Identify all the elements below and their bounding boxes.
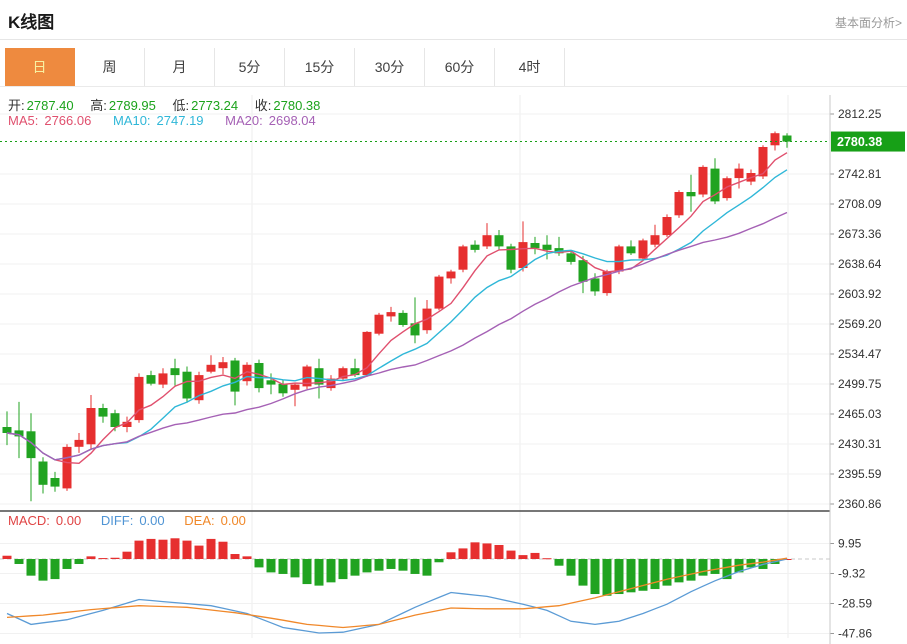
macd-histogram bbox=[2, 538, 792, 596]
ma20-line bbox=[6, 211, 788, 461]
diff-value: 0.00 bbox=[139, 513, 165, 528]
svg-text:-28.59: -28.59 bbox=[838, 597, 872, 611]
high-value: 2789.95 bbox=[108, 98, 156, 113]
tab-period-1[interactable]: 日 bbox=[5, 48, 75, 86]
svg-text:2430.31: 2430.31 bbox=[838, 437, 882, 451]
candlesticks bbox=[2, 131, 792, 502]
macd-lines bbox=[6, 557, 788, 634]
diff-line bbox=[6, 558, 788, 634]
current-price-marker: 2780.38 bbox=[0, 95, 905, 644]
svg-text:2638.64: 2638.64 bbox=[838, 257, 882, 271]
ma10-label: MA10: bbox=[112, 113, 151, 128]
svg-text:2499.75: 2499.75 bbox=[838, 377, 882, 391]
kline-chart-canvas[interactable]: 2812.25 2742.81 2708.09 2673.36 2638.64 2603.… bbox=[0, 90, 907, 644]
svg-text:2673.36: 2673.36 bbox=[838, 227, 882, 241]
fundamental-analysis-link[interactable]: 基本面分析> bbox=[834, 16, 902, 30]
svg-text:2395.59: 2395.59 bbox=[838, 467, 882, 481]
svg-text:2780.38: 2780.38 bbox=[837, 135, 882, 149]
ma10-line bbox=[6, 169, 788, 461]
header: K线图 基本面分析> bbox=[0, 0, 907, 40]
ma5-label: MA5: bbox=[8, 113, 39, 128]
svg-text:2360.86: 2360.86 bbox=[838, 497, 882, 511]
svg-text:-47.86: -47.86 bbox=[838, 627, 872, 641]
tab-bar: 日周月 5分 15分 30分 60分 4时 bbox=[0, 48, 907, 87]
ma20-value: 2698.04 bbox=[268, 113, 316, 128]
svg-text:2603.92: 2603.92 bbox=[838, 287, 882, 301]
close-value: 2780.38 bbox=[273, 98, 321, 113]
ma10-value: 2747.19 bbox=[156, 113, 204, 128]
tab-period-4[interactable]: 5分 bbox=[215, 48, 285, 86]
ma20-label: MA20: bbox=[225, 113, 263, 128]
svg-text:9.95: 9.95 bbox=[838, 537, 862, 551]
svg-text:2742.81: 2742.81 bbox=[838, 167, 882, 181]
ohlc-readout: 开: 2787.40 高: 2789.95 低: 2773.24 收: 2780.38 bbox=[8, 95, 333, 114]
tab-period-6[interactable]: 30分 bbox=[355, 48, 425, 86]
diff-label: DIFF: bbox=[100, 513, 134, 528]
macd-label: MACD: bbox=[8, 513, 50, 528]
svg-text:2569.20: 2569.20 bbox=[838, 317, 882, 331]
macd-axis: 9.95 -9.32 -28.59 -47.86 bbox=[830, 537, 872, 641]
price-tag bbox=[831, 131, 905, 152]
svg-text:2465.03: 2465.03 bbox=[838, 407, 882, 421]
tab-period-3[interactable]: 月 bbox=[145, 48, 215, 86]
open-label: 开: bbox=[8, 98, 25, 113]
svg-text:-9.32: -9.32 bbox=[838, 567, 866, 581]
dea-line bbox=[6, 557, 788, 629]
svg-text:2534.47: 2534.47 bbox=[838, 347, 882, 361]
dea-value: 0.00 bbox=[220, 513, 246, 528]
svg-text:2812.25: 2812.25 bbox=[838, 107, 882, 121]
macd-value: 0.00 bbox=[55, 513, 82, 528]
open-value: 2787.40 bbox=[26, 98, 74, 113]
low-label: 低: bbox=[172, 98, 190, 113]
dea-label: DEA: bbox=[184, 513, 215, 528]
ma5-value: 2766.06 bbox=[44, 113, 92, 128]
tab-period-5[interactable]: 15分 bbox=[285, 48, 355, 86]
close-label: 收: bbox=[254, 98, 272, 113]
low-value: 2773.24 bbox=[191, 98, 239, 113]
ma5-line bbox=[6, 152, 788, 465]
ma-lines bbox=[6, 152, 788, 465]
tab-period-8[interactable]: 4时 bbox=[495, 48, 565, 86]
svg-text:2708.09: 2708.09 bbox=[838, 197, 882, 211]
tab-period-2[interactable]: 周 bbox=[75, 48, 145, 86]
high-label: 高: bbox=[90, 98, 107, 113]
tab-period-7[interactable]: 60分 bbox=[425, 48, 495, 86]
ma-readout: MA5: 2766.06 MA10: 2747.19 MA20: 2698.04 bbox=[8, 113, 322, 128]
page-title: K线图 bbox=[8, 13, 55, 32]
macd-readout: MACD: 0.00 DIFF: 0.00 DEA: 0.00 bbox=[8, 513, 252, 528]
price-axis: 2812.25 2742.81 2708.09 2673.36 2638.64 2603.… bbox=[830, 107, 882, 511]
